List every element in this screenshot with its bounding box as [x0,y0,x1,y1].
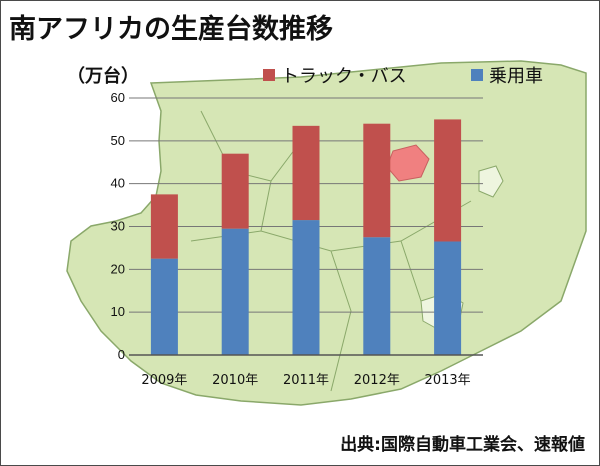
x-tick-label: 2011年 [283,373,329,388]
swaziland-region [478,165,504,198]
source-note: 出典:国際自動車工業会、速報値 [340,435,585,455]
y-tick-label: 60 [111,90,125,105]
bar-truck-bus [150,194,178,259]
bar-truck-bus [292,125,320,221]
y-tick-label: 10 [111,304,125,319]
legend-item-passenger: 乗用車 [471,62,543,88]
map-background [66,60,587,406]
y-tick-label: 50 [111,133,125,148]
y-axis-unit-label: （万台） [67,66,139,87]
legend-item-truck-bus: トラック・バス [263,62,407,88]
bar-passenger [221,228,249,355]
x-tick-label: 2012年 [354,373,400,388]
x-axis-ticks: 2009年 2010年 2011年 2012年 2013年 [141,373,470,388]
y-tick-label: 40 [111,176,125,191]
y-tick-label: 20 [111,261,125,276]
bar-passenger [292,220,320,355]
legend-label-truck-bus: トラック・バス [281,66,407,87]
x-tick-label: 2009年 [141,373,187,388]
south-africa-map [66,60,587,406]
y-tick-label: 0 [118,347,125,362]
y-axis-ticks: 0 10 20 30 40 50 60 [111,90,125,362]
legend-swatch-truck-bus [263,69,275,81]
province-borders [190,110,472,392]
x-tick-label: 2013年 [425,373,471,388]
bar-passenger [434,241,462,355]
bar-truck-bus [221,153,249,229]
y-tick-label: 30 [111,219,125,234]
bar-group [150,119,462,355]
bar-truck-bus [363,123,391,238]
legend-swatch-passenger [471,69,483,81]
chart-title: 南アフリカの生産台数推移 [9,14,333,45]
legend-label-passenger: 乗用車 [489,66,543,87]
bar-passenger [363,237,391,355]
x-tick-label: 2010年 [212,373,258,388]
bar-truck-bus [434,119,462,242]
bar-passenger [150,258,178,355]
